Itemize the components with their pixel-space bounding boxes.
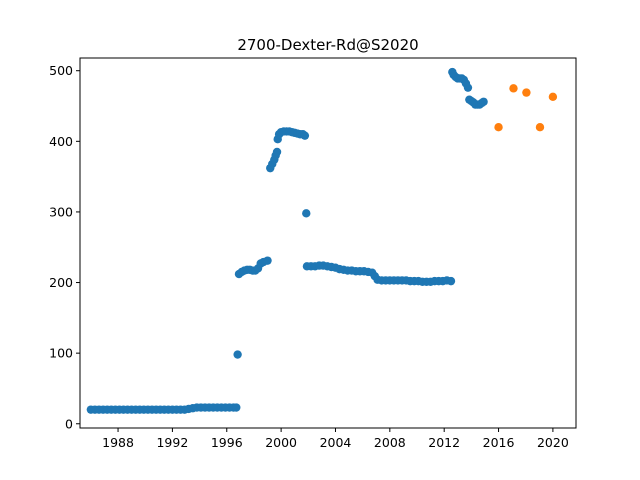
x-tick-label: 2004 — [320, 435, 352, 450]
data-point-series-0-112 — [463, 83, 473, 92]
chart-title: 2700-Dexter-Rd@S2020 — [237, 36, 418, 54]
y-tick-label: 100 — [49, 346, 73, 361]
data-point-series-1-4 — [548, 92, 558, 102]
x-tick-label: 2000 — [265, 435, 297, 450]
y-tick-label: 0 — [65, 416, 73, 431]
x-axis: 1988 1992 1996 2000 2004 2008 2012 2016 2020 — [102, 428, 569, 450]
y-tick-label: 500 — [49, 63, 73, 78]
y-tick-label: 200 — [49, 275, 73, 290]
data-point-series-1-1 — [509, 84, 518, 93]
data-point-series-0-66 — [302, 209, 311, 218]
points-layer — [86, 67, 558, 414]
y-axis: 0 100 200 300 400 500 — [49, 63, 80, 431]
data-point-series-1-3 — [535, 123, 545, 132]
data-point-series-0-103 — [446, 276, 456, 286]
y-tick-label: 400 — [49, 134, 73, 149]
data-point-series-0-36 — [232, 403, 241, 412]
data-point-series-0-65 — [300, 131, 310, 140]
data-point-series-0-48 — [263, 256, 272, 265]
x-tick-label: 1988 — [102, 435, 134, 450]
x-tick-label: 1996 — [211, 435, 243, 450]
x-tick-label: 2016 — [483, 435, 515, 450]
data-point-series-0-37 — [233, 350, 242, 359]
x-tick-label: 1992 — [156, 435, 188, 450]
data-point-series-1-0 — [494, 123, 503, 132]
x-tick-label: 2020 — [537, 435, 569, 450]
y-tick-label: 300 — [49, 204, 73, 219]
data-point-series-0-120 — [479, 97, 488, 106]
data-point-series-0-53 — [272, 147, 282, 157]
plot-frame — [79, 57, 577, 429]
data-point-series-1-2 — [522, 88, 531, 97]
x-tick-label: 2008 — [374, 435, 406, 450]
x-tick-label: 2012 — [428, 435, 460, 450]
